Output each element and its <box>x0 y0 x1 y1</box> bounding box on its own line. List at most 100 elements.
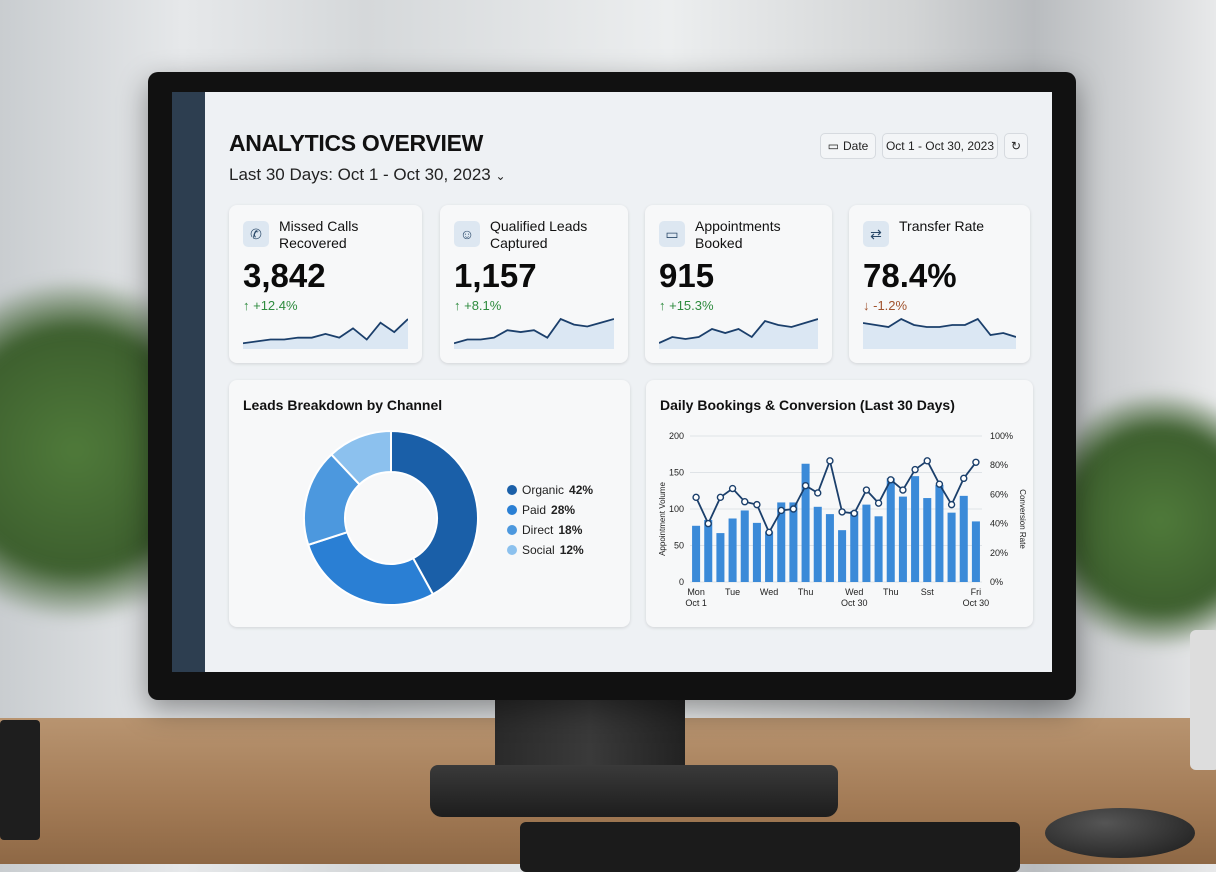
legend-item: Paid 28% <box>507 500 593 520</box>
sparkline-area <box>454 319 614 349</box>
x-tick-label: Sst <box>921 587 935 597</box>
kpi-label: Qualified Leads Captured <box>490 218 588 251</box>
kpi-card[interactable]: ▭ Appointments Booked 915 ↑ +15.3% <box>645 205 832 363</box>
kpi-label: Appointments Booked <box>695 218 781 251</box>
refresh-icon: ↻ <box>1010 139 1022 153</box>
bar <box>959 495 968 582</box>
pen-cup <box>0 720 40 840</box>
conversion-point <box>716 493 725 502</box>
conversion-point <box>887 476 895 484</box>
donut-slice-organic <box>390 429 479 596</box>
conversion-point <box>777 506 785 515</box>
bar <box>692 525 701 582</box>
y-tick-label: 150 <box>669 468 684 478</box>
conversion-point <box>838 508 846 516</box>
legend-name: Social <box>522 543 555 557</box>
leads-title: Leads Breakdown by Channel <box>243 397 443 413</box>
conversion-point <box>874 499 883 507</box>
range-button[interactable]: Oct 1 - Oct 30, 2023 <box>882 133 998 159</box>
y2-tick-label: 100% <box>990 431 1013 441</box>
bar <box>789 502 798 582</box>
sparkline-line <box>243 318 408 345</box>
kpi-delta: ↑ +12.4% <box>243 298 298 313</box>
kpi-value: 1,157 <box>454 257 537 294</box>
conversion-point <box>947 500 956 509</box>
y-tick-label: 0 <box>679 577 684 587</box>
x-tick-sublabel: Oct 30 <box>963 598 990 608</box>
conversion-point <box>692 493 700 502</box>
keyboard <box>520 822 1020 872</box>
range-button-label: Oct 1 - Oct 30, 2023 <box>885 139 995 153</box>
bar <box>935 484 944 582</box>
sparkline-line <box>863 317 1016 338</box>
conversion-point <box>850 509 858 518</box>
bookings-title: Daily Bookings & Conversion (Last 30 Day… <box>660 397 955 413</box>
legend-swatch <box>507 485 517 495</box>
background-plant-right <box>1060 370 1216 670</box>
legend-name: Organic <box>522 483 565 497</box>
x-tick-label: Tue <box>725 587 740 597</box>
kpi-label: Transfer Rate <box>899 218 985 234</box>
date-range-selector[interactable]: Last 30 Days: Oct 1 - Oct 30, 2023 ⌄ <box>229 165 506 185</box>
kpi-label: Missed Calls Recovered <box>279 218 359 251</box>
legend-value: 12% <box>559 543 584 557</box>
kpi-card[interactable]: ⇄ Transfer Rate 78.4% ↓ -1.2% <box>849 205 1030 363</box>
date-button-label: Date <box>842 139 869 153</box>
legend-name: Direct <box>522 523 554 537</box>
sparkline <box>659 318 818 349</box>
calendar-icon: ▭ <box>659 221 685 247</box>
kpi-value: 915 <box>659 257 715 294</box>
y-axis-label: Appointment Volume <box>658 482 667 556</box>
conversion-point <box>899 486 907 494</box>
conversion-point <box>728 484 737 493</box>
y2-axis-label: Conversion Rate <box>1018 489 1027 549</box>
chevron-down-icon: ⌄ <box>495 169 506 183</box>
y-tick-label: 50 <box>674 541 684 551</box>
kpi-value: 3,842 <box>243 257 326 294</box>
legend-item: Direct 18% <box>507 520 593 540</box>
leads-legend: Organic 42% Paid 28% Direct 18% Social 12% <box>507 480 593 560</box>
bookings-chart: 0 50 100 150 200 0% 20% 40% 60% 80% 100% Appointmen… <box>658 431 1027 608</box>
phone-icon: ✆ <box>243 221 269 247</box>
x-tick-label: Fri <box>971 587 982 597</box>
bar <box>825 514 834 582</box>
conversion-point <box>801 481 810 490</box>
bar <box>862 504 871 582</box>
bookings-panel: Daily Bookings & Conversion (Last 30 Day… <box>646 380 1033 627</box>
kpi-card[interactable]: ☺ Qualified Leads Captured 1,157 ↑ +8.1% <box>440 205 628 363</box>
kpi-delta: ↑ +8.1% <box>454 298 502 313</box>
legend-item: Social 12% <box>507 540 593 560</box>
leads-panel: Leads Breakdown by Channel Organic 42% Pai… <box>229 380 630 627</box>
y-tick-label: 100 <box>669 504 684 514</box>
x-tick-sublabel: Oct 1 <box>685 598 707 608</box>
bar <box>911 476 920 582</box>
legend-swatch <box>507 545 517 555</box>
calendar-icon: ▭ <box>827 139 839 153</box>
y2-tick-label: 40% <box>990 519 1008 529</box>
conversion-point <box>814 489 822 497</box>
y2-tick-label: 20% <box>990 548 1008 558</box>
legend-swatch <box>507 505 517 515</box>
dashboard-screen: ANALYTICS OVERVIEW Last 30 Days: Oct 1 -… <box>172 92 1052 672</box>
bar <box>728 518 737 582</box>
legend-name: Paid <box>522 503 547 517</box>
x-tick-sublabel: Oct 30 <box>841 598 868 608</box>
leads-donut-chart <box>303 429 479 606</box>
sparkline-line <box>659 318 818 344</box>
bar <box>971 521 980 582</box>
plant-pot <box>1190 630 1216 770</box>
conversion-point <box>753 500 761 509</box>
kpi-card[interactable]: ✆ Missed Calls Recovered 3,842 ↑ +12.4% <box>229 205 422 363</box>
date-button[interactable]: ▭ Date <box>820 133 876 159</box>
x-tick-label: Wed <box>845 587 863 597</box>
sparkline <box>243 318 408 349</box>
conversion-point <box>704 519 712 528</box>
sparkline <box>454 317 614 349</box>
bar <box>740 510 749 582</box>
bar <box>801 463 810 582</box>
mouse <box>1045 808 1195 858</box>
refresh-button[interactable]: ↻ <box>1004 133 1028 159</box>
sparkline-line <box>454 317 614 345</box>
x-tick-label: Thu <box>883 587 899 597</box>
conversion-point <box>972 458 980 466</box>
